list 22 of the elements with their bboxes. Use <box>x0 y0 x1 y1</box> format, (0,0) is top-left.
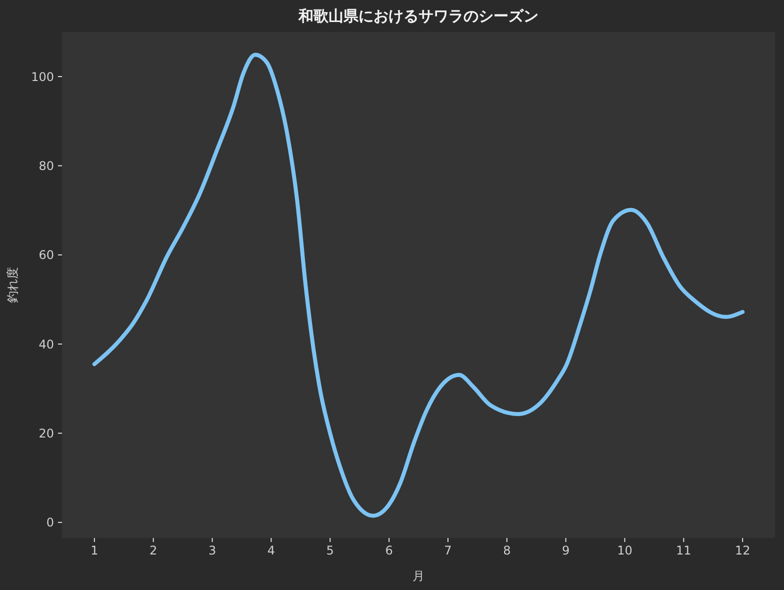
x-axis-title: 月 <box>412 569 424 583</box>
x-tick-label: 11 <box>676 544 692 558</box>
y-tick-label: 0 <box>46 516 54 530</box>
x-tick-label: 2 <box>150 544 158 558</box>
y-tick-label: 40 <box>38 337 54 352</box>
y-axis-title: 釣れ度 <box>5 267 20 303</box>
x-tick-label: 6 <box>385 544 393 558</box>
y-tick-label: 100 <box>31 70 54 84</box>
x-tick-label: 3 <box>208 544 216 558</box>
x-tick-label: 12 <box>734 544 750 558</box>
x-tick-label: 8 <box>503 544 511 558</box>
x-tick-label: 4 <box>267 544 276 558</box>
line-series <box>92 52 745 518</box>
y-tick-label: 20 <box>38 426 54 440</box>
x-tick-label: 5 <box>326 544 334 558</box>
x-tick-label: 7 <box>444 544 452 558</box>
x-tick-label: 1 <box>90 544 98 558</box>
y-tick-label: 60 <box>38 248 54 262</box>
y-tick-label: 80 <box>38 159 54 174</box>
x-tick-label: 10 <box>617 544 632 558</box>
chart-title: 和歌山県におけるサワラのシーズン <box>297 6 540 26</box>
x-tick-label: 9 <box>562 544 570 558</box>
